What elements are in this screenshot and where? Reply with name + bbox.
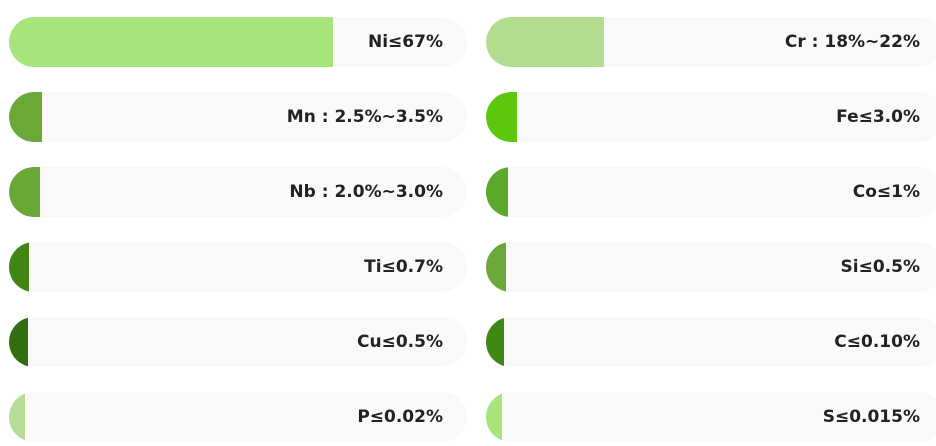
element-bar-fill	[486, 92, 518, 142]
element-bar-label: C≤0.10%	[834, 332, 920, 352]
element-bar-label: Cu≤0.5%	[357, 332, 443, 352]
element-bar-mn: Mn : 2.5%~3.5%	[9, 92, 467, 142]
element-bar-co: Co≤1%	[486, 167, 936, 217]
element-bar-fill	[486, 17, 604, 67]
element-bar-label: Ti≤0.7%	[364, 257, 443, 277]
element-bar-label: Fe≤3.0%	[836, 107, 920, 127]
element-bar-label: S≤0.015%	[822, 407, 920, 427]
element-bar-fill	[9, 167, 41, 217]
element-bar-label: Mn : 2.5%~3.5%	[286, 107, 443, 127]
element-bar-cr: Cr : 18%~22%	[486, 17, 936, 67]
element-bar-fill	[9, 392, 26, 442]
element-bar-label: Cr : 18%~22%	[784, 32, 920, 52]
element-bar-label: P≤0.02%	[357, 407, 443, 427]
element-bar-fill	[9, 317, 28, 367]
element-bar-fill	[486, 317, 504, 367]
element-bar-fill	[9, 17, 333, 67]
element-bar-fill	[9, 242, 30, 292]
element-bar-fill	[486, 167, 508, 217]
element-bar-cu: Cu≤0.5%	[9, 317, 467, 367]
element-bar-si: Si≤0.5%	[486, 242, 936, 292]
element-bar-fill	[486, 392, 503, 442]
element-bar-s: S≤0.015%	[486, 392, 936, 442]
element-bar-ni: Ni≤67%	[9, 17, 467, 67]
element-bar-p: P≤0.02%	[9, 392, 467, 442]
element-bar-fe: Fe≤3.0%	[486, 92, 936, 142]
element-bar-fill	[9, 92, 42, 142]
element-bar-label: Co≤1%	[852, 182, 920, 202]
element-bar-label: Ni≤67%	[368, 32, 443, 52]
element-bar-fill	[486, 242, 507, 292]
element-bar-ti: Ti≤0.7%	[9, 242, 467, 292]
element-bar-label: Si≤0.5%	[840, 257, 920, 277]
element-bar-nb: Nb : 2.0%~3.0%	[9, 167, 467, 217]
element-bar-label: Nb : 2.0%~3.0%	[289, 182, 443, 202]
element-bar-c: C≤0.10%	[486, 317, 936, 367]
